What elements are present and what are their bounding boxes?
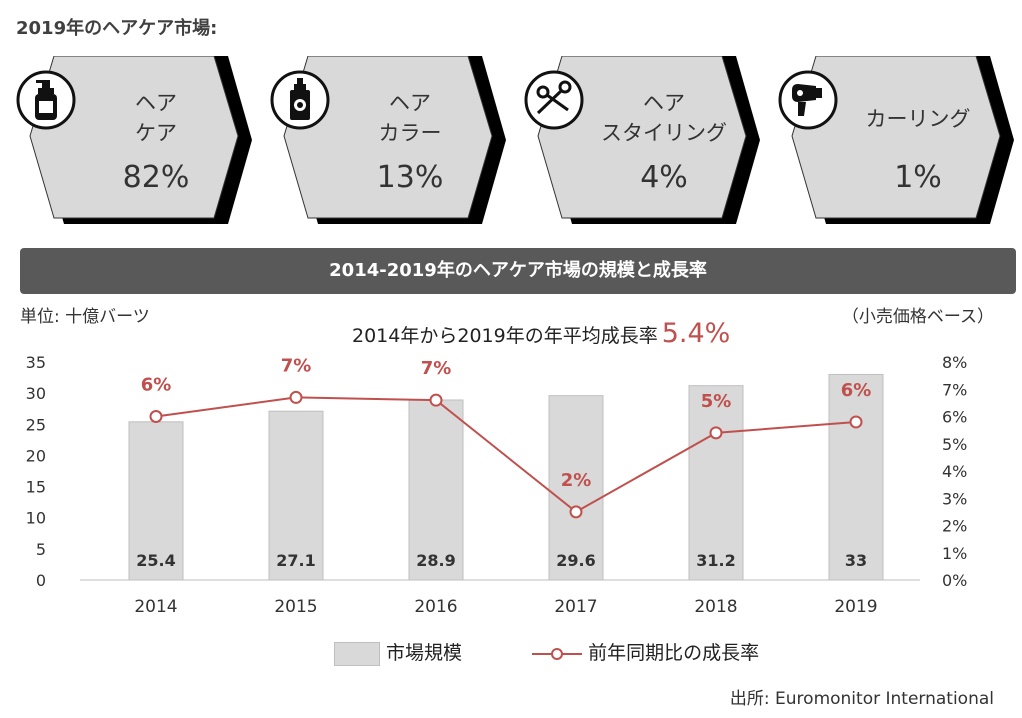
legend-bar-swatch bbox=[334, 641, 380, 666]
bar-value-label: 27.1 bbox=[276, 551, 315, 570]
legend-bar-item: 市場規模 bbox=[334, 638, 462, 666]
card-percentage: 1% bbox=[894, 160, 942, 195]
card-label: ヘア ケア bbox=[135, 91, 177, 145]
left-axis-tick-label: 30 bbox=[26, 384, 46, 403]
shampoo-bottle-icon bbox=[16, 70, 76, 130]
bar bbox=[268, 410, 324, 581]
hair-dye-bottle-icon bbox=[270, 70, 330, 130]
bar-value-label: 25.4 bbox=[136, 551, 175, 570]
growth-rate-label: 6% bbox=[841, 380, 872, 401]
right-axis-tick-label: 4% bbox=[942, 462, 967, 481]
bar bbox=[828, 373, 884, 581]
growth-rate-label: 5% bbox=[701, 391, 732, 412]
card-label: ヘア スタイリング bbox=[601, 91, 727, 145]
chart-legend: 市場規模 前年同期比の成長率 bbox=[334, 638, 759, 666]
left-axis-tick-label: 25 bbox=[26, 415, 46, 434]
bar-value-label: 31.2 bbox=[696, 551, 735, 570]
left-axis-tick-label: 35 bbox=[26, 353, 46, 372]
x-axis-tick-label: 2016 bbox=[414, 597, 457, 617]
left-axis-tick-label: 5 bbox=[36, 540, 46, 559]
scissors-icon bbox=[524, 70, 584, 130]
left-axis-unit: 単位: 十億バーツ bbox=[20, 307, 150, 327]
right-axis-tick-label: 7% bbox=[942, 380, 967, 399]
card-percentage: 4% bbox=[640, 160, 688, 195]
right-axis-tick-label: 2% bbox=[942, 517, 967, 536]
bar-value-label: 28.9 bbox=[416, 551, 455, 570]
hair-dryer-icon bbox=[778, 70, 838, 130]
x-axis-tick-label: 2017 bbox=[554, 597, 597, 617]
growth-rate-point bbox=[709, 426, 723, 440]
right-axis-tick-label: 1% bbox=[942, 544, 967, 563]
category-card-hair-color: ヘア カラー 13% bbox=[270, 56, 506, 224]
growth-rate-label: 2% bbox=[561, 470, 592, 491]
x-axis-tick-label: 2014 bbox=[134, 597, 177, 617]
card-label: ヘア カラー bbox=[378, 91, 442, 145]
cagr-label: 2014年から2019年の年平均成長率 bbox=[352, 325, 658, 347]
chart-section-title: 2014-2019年のヘアケア市場の規模と成長率 bbox=[20, 248, 1016, 294]
right-axis-tick-label: 5% bbox=[942, 435, 967, 454]
legend-line-swatch bbox=[532, 647, 583, 660]
left-axis-tick-label: 10 bbox=[26, 509, 46, 528]
category-card-curling: カーリング 1% bbox=[778, 56, 1014, 224]
x-axis-tick-label: 2015 bbox=[274, 597, 317, 617]
card-percentage: 82% bbox=[122, 160, 190, 195]
card-shape bbox=[283, 56, 506, 224]
growth-rate-point bbox=[569, 505, 583, 519]
left-axis-tick-label: 15 bbox=[26, 478, 46, 497]
growth-rate-point bbox=[429, 393, 443, 407]
right-axis-tick-label: 8% bbox=[942, 353, 967, 372]
bar bbox=[548, 395, 604, 581]
right-axis-unit: （小売価格ベース） bbox=[841, 307, 994, 327]
bar bbox=[688, 385, 744, 581]
category-card-hair-care: ヘア ケア 82% bbox=[16, 56, 252, 224]
category-card-hair-styling: ヘア スタイリング 4% bbox=[524, 56, 760, 224]
growth-rate-point bbox=[149, 410, 163, 423]
page-title: 2019年のヘアケア市場: bbox=[16, 18, 218, 39]
x-axis-tick-label: 2019 bbox=[834, 597, 877, 617]
card-percentage: 13% bbox=[376, 160, 444, 195]
right-axis-tick-label: 6% bbox=[942, 408, 967, 427]
right-axis-tick-label: 3% bbox=[942, 489, 967, 508]
growth-rate-label: 6% bbox=[141, 375, 172, 396]
bar-value-label: 29.6 bbox=[556, 551, 595, 570]
combo-chart: 0 5 10 15 20 25 30 35 0% 1% 2% 3% 4% 5% 6% 7% 8% 25.4 2014… bbox=[26, 353, 968, 617]
card-label: カーリング bbox=[865, 107, 971, 131]
growth-rate-point bbox=[849, 415, 863, 429]
left-axis-tick-label: 0 bbox=[36, 571, 46, 590]
source-note: 出所: Euromonitor International bbox=[729, 689, 994, 709]
growth-rate-point bbox=[289, 390, 303, 404]
card-shape bbox=[537, 56, 760, 224]
cagr-value: 5.4% bbox=[661, 318, 731, 349]
card-shape bbox=[791, 56, 1014, 224]
growth-rate-label: 7% bbox=[281, 355, 312, 376]
legend-bar-label: 市場規模 bbox=[386, 642, 463, 664]
right-axis-tick-label: 0% bbox=[942, 571, 967, 590]
bar-value-label: 33 bbox=[845, 551, 867, 570]
cagr-annotation: 2014年から2019年の年平均成長率 5.4% bbox=[352, 318, 730, 349]
legend-line-label: 前年同期比の成長率 bbox=[588, 642, 760, 665]
legend-line-item: 前年同期比の成長率 bbox=[532, 638, 759, 665]
growth-rate-label: 7% bbox=[421, 358, 452, 379]
left-axis-tick-label: 20 bbox=[26, 446, 46, 465]
growth-rate-line bbox=[155, 396, 857, 514]
x-axis-tick-label: 2018 bbox=[694, 597, 737, 617]
card-shape bbox=[29, 56, 252, 224]
bar bbox=[408, 399, 464, 581]
